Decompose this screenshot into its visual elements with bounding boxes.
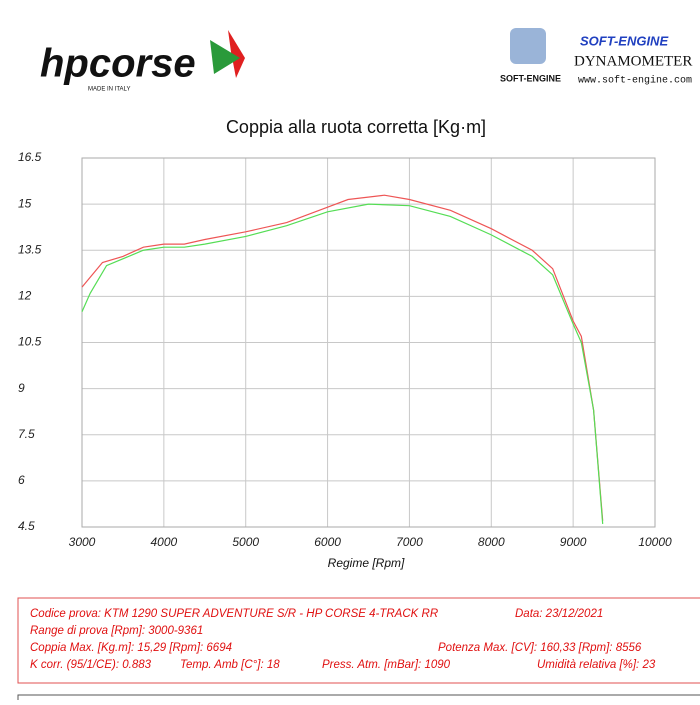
x-axis-label: Regime [Rpm]	[328, 556, 405, 570]
footer-box	[17, 694, 700, 705]
brand-logo: hpcorse	[40, 42, 196, 86]
x-tick-label: 6000	[314, 535, 341, 549]
x-tick-label: 3000	[69, 535, 96, 549]
logo-swoosh	[210, 40, 240, 74]
info-box	[17, 597, 700, 684]
x-tick-label: 10000	[638, 535, 672, 549]
chart-title: Coppia alla ruota corretta [Kg·m]	[226, 117, 486, 137]
info-text: Temp. Amb [C°]: 18	[180, 659, 280, 671]
x-tick-label: 4000	[151, 535, 178, 549]
plot-border	[81, 157, 656, 528]
dyno-url: www.soft-engine.com	[578, 75, 692, 87]
y-tick-label: 7.5	[18, 427, 35, 441]
info-text: K corr. (95/1/CE): 0.883	[30, 659, 152, 671]
info-text: Coppia Max. [Kg.m]: 15,29 [Rpm]: 6694	[30, 642, 232, 654]
y-tick-label: 4.5	[18, 519, 35, 533]
brand-tagline: MADE IN ITALY	[88, 87, 130, 93]
info-text: Data: 23/12/2021	[515, 608, 603, 620]
y-tick-label: 15	[18, 196, 32, 210]
info-text: Codice prova: KTM 1290 SUPER ADVENTURE S…	[30, 608, 438, 620]
y-tick-label: 6	[18, 473, 25, 487]
y-tick-label: 12	[18, 289, 32, 303]
info-text: Range di prova [Rpm]: 3000-9361	[30, 625, 203, 637]
dyno-small: SOFT-ENGINE	[500, 73, 561, 83]
info-text: Umidità relativa [%]: 23	[537, 659, 656, 671]
y-tick-label: 10.5	[18, 335, 42, 349]
y-tick-label: 13.5	[18, 242, 42, 256]
x-tick-label: 7000	[396, 535, 423, 549]
dyno-title: DYNAMOMETER	[574, 53, 692, 69]
info-text: Potenza Max. [CV]: 160,33 [Rpm]: 8556	[438, 642, 642, 654]
line-series	[81, 203, 604, 524]
dyno-logo-icon	[510, 28, 546, 64]
y-tick-label: 16.5	[18, 150, 42, 164]
line-series	[81, 194, 604, 521]
logo-swoosh	[228, 30, 245, 78]
x-tick-label: 5000	[232, 535, 259, 549]
x-tick-label: 8000	[478, 535, 505, 549]
info-text: Press. Atm. [mBar]: 1090	[322, 659, 451, 671]
y-tick-label: 9	[18, 381, 25, 395]
x-tick-label: 9000	[560, 535, 587, 549]
dyno-brand: SOFT-ENGINE	[580, 33, 668, 48]
